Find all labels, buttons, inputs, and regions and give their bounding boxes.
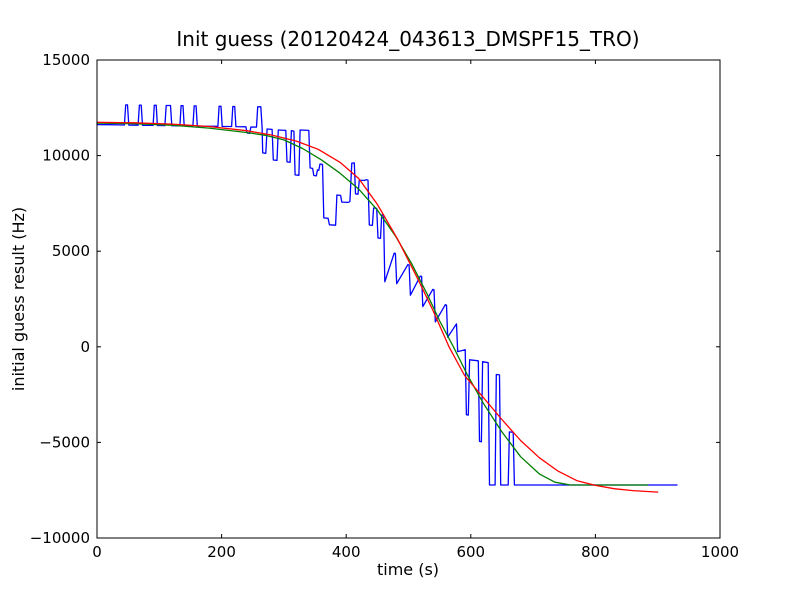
y-axis-label: initial guess result (Hz) (9, 207, 28, 391)
series-blue-noisy-data (96, 104, 678, 486)
series-red-fit-curve (96, 121, 659, 493)
series-green-smoothed-curve (96, 122, 649, 486)
chart-title: Init guess (20120424_043613_DMSPF15_TRO) (176, 27, 639, 51)
y-tick-label: 15000 (42, 51, 90, 69)
y-tick-label: −5000 (39, 433, 90, 451)
x-axis-label: time (s) (377, 560, 439, 579)
y-tick-label: 0 (80, 338, 90, 356)
x-tick-label: 200 (207, 543, 236, 561)
x-tick-label: 600 (456, 543, 485, 561)
y-tick-label: −10000 (30, 529, 90, 547)
y-tick-label: 5000 (52, 242, 90, 260)
x-tick-label: 400 (332, 543, 361, 561)
plot-area: 0 200 400 600 800 1000 −10000 −5000 0 5000 10000 15… (30, 51, 739, 561)
plot-frame (96, 59, 721, 539)
x-tick-label: 1000 (701, 543, 739, 561)
x-tick-label: 0 (92, 543, 102, 561)
y-tick-label: 10000 (42, 147, 90, 165)
x-tick-label: 800 (581, 543, 610, 561)
